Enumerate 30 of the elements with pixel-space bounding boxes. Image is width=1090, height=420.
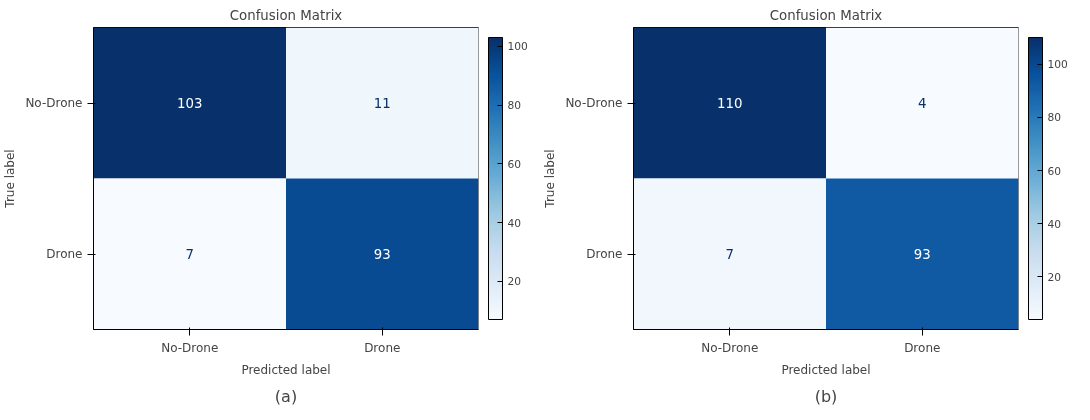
color-bar-label: 20 <box>1047 270 1062 284</box>
x-tick-label: No-Drone <box>701 340 759 355</box>
x-axis-title: Predicted label <box>241 362 331 377</box>
y-axis-title: True label <box>543 149 558 209</box>
text: (a) <box>274 386 298 406</box>
x-tick-label: Drone <box>904 340 941 355</box>
color-bar-label: 100 <box>1047 58 1069 72</box>
data-label: 11 <box>373 96 391 111</box>
data-label: 93 <box>373 247 391 262</box>
color-bar-label: 80 <box>1047 111 1062 125</box>
color-bar-label: 60 <box>1047 164 1062 178</box>
x-axis-title: Predicted label <box>781 362 871 377</box>
color-bar-label: 40 <box>507 216 522 230</box>
chart-title: Confusion Matrix <box>229 7 343 23</box>
x-tick-label: No-Drone <box>161 340 219 355</box>
x-tick-label: Drone <box>364 340 401 355</box>
data-label: 4 <box>918 96 927 111</box>
color-bar-label: 20 <box>507 275 522 289</box>
data-label: 103 <box>177 96 203 111</box>
data-label: 7 <box>725 247 734 262</box>
data-label: 7 <box>185 247 194 262</box>
text: (b) <box>814 386 838 406</box>
data-label: 110 <box>717 96 743 111</box>
color-bar-label: 100 <box>507 40 529 54</box>
data-label: 93 <box>913 247 931 262</box>
color-bar-label: 60 <box>507 157 522 171</box>
color-bar-label: 80 <box>507 99 522 113</box>
chart-title: Confusion Matrix <box>769 7 883 23</box>
color-bar-label: 40 <box>1047 217 1062 231</box>
y-axis-title: True label <box>3 149 18 209</box>
